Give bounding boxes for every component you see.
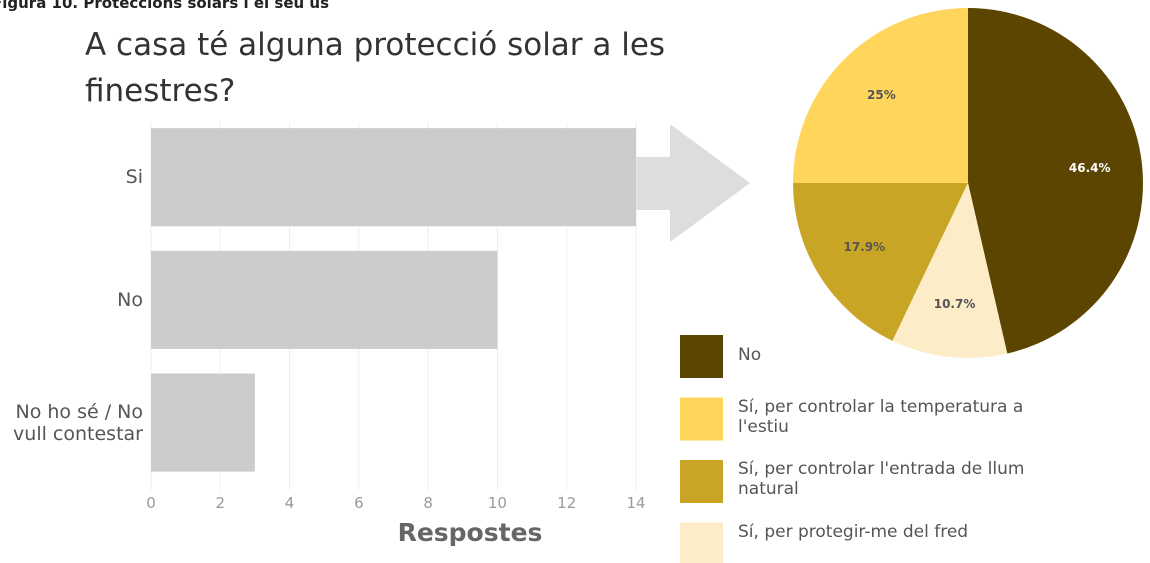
- pie-slice: [793, 8, 968, 183]
- x-axis-label: Respostes: [397, 518, 543, 547]
- x-tick-label: 6: [354, 494, 364, 512]
- caption: Figura 10. Proteccions solars i el seu ú…: [0, 0, 329, 12]
- data-label: 17.9%: [843, 240, 886, 255]
- legend-swatch: [680, 335, 723, 378]
- data-label: 46.4%: [1068, 161, 1111, 176]
- bar: [151, 250, 498, 349]
- legend-label: Sí, per controlar l'entrada de llum natu…: [738, 459, 1025, 499]
- x-tick-label: 14: [626, 494, 646, 512]
- arrow: [636, 124, 750, 242]
- bar: [151, 128, 636, 227]
- legend-swatch: [680, 522, 723, 563]
- y-tick-label: No: [117, 288, 143, 311]
- legend-label: Sí, per controlar la temperatura a l'est…: [738, 396, 1024, 437]
- pie-slice: [892, 183, 1008, 358]
- bar: [151, 373, 255, 472]
- data-label: 25%: [867, 88, 896, 103]
- y-tick-label: Si: [125, 166, 143, 189]
- pie-slice: [968, 8, 1144, 354]
- legend-swatch: [680, 397, 723, 441]
- x-tick-label: 10: [487, 494, 507, 512]
- pie-slice: [793, 183, 968, 341]
- x-tick-label: 0: [146, 494, 156, 512]
- x-tick-label: 8: [423, 494, 433, 512]
- legend-swatch: [680, 460, 723, 503]
- x-tick-label: 4: [284, 494, 295, 512]
- legend-label: Sí, per protegir-me del fred: [738, 521, 969, 542]
- y-tick-label: No ho sé / No vull contestar: [13, 400, 143, 445]
- legend-label: No: [738, 345, 762, 365]
- data-label: 10.7%: [933, 296, 976, 311]
- chart-title: A casa té alguna protecció solar a les f…: [85, 27, 666, 109]
- x-tick-label: 12: [557, 494, 577, 512]
- x-tick-label: 2: [215, 494, 226, 512]
